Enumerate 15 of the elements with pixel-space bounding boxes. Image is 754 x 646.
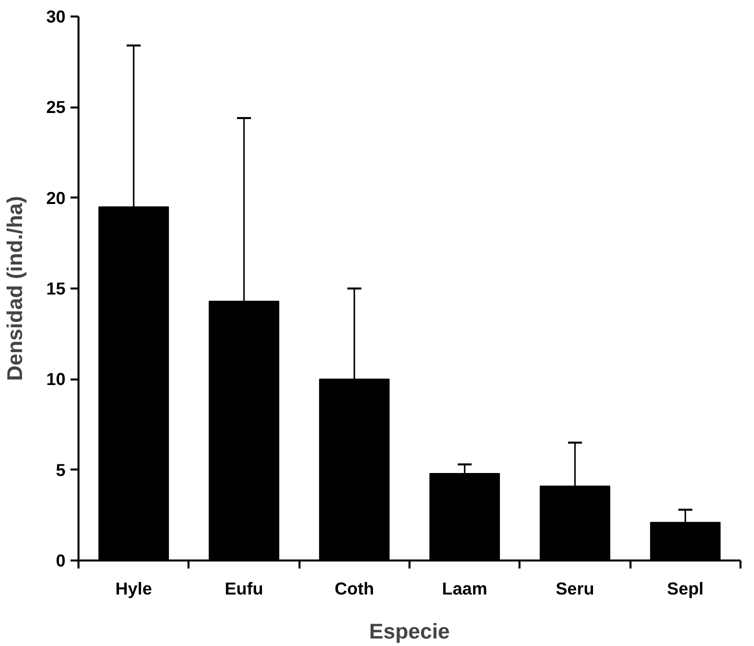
y-tick-label: 30	[46, 6, 66, 26]
y-tick-label: 0	[56, 550, 66, 570]
y-tick-label: 10	[46, 369, 66, 390]
y-tick-label: 15	[46, 278, 66, 298]
x-tick-label: Hyle	[115, 578, 152, 598]
x-tick-label: Sepl	[667, 578, 704, 598]
x-tick-label: Laam	[442, 578, 488, 598]
y-axis-title: Densidad (ind./ha)	[3, 196, 28, 381]
x-axis-title: Especie	[369, 620, 450, 644]
x-tick-label: Eufu	[224, 578, 264, 598]
x-tick-label: Coth	[334, 578, 374, 598]
x-tick-label: Seru	[556, 578, 594, 598]
y-tick-label: 20	[46, 188, 66, 208]
y-tick-label: 5	[56, 460, 66, 480]
y-tick-label: 25	[46, 97, 66, 118]
